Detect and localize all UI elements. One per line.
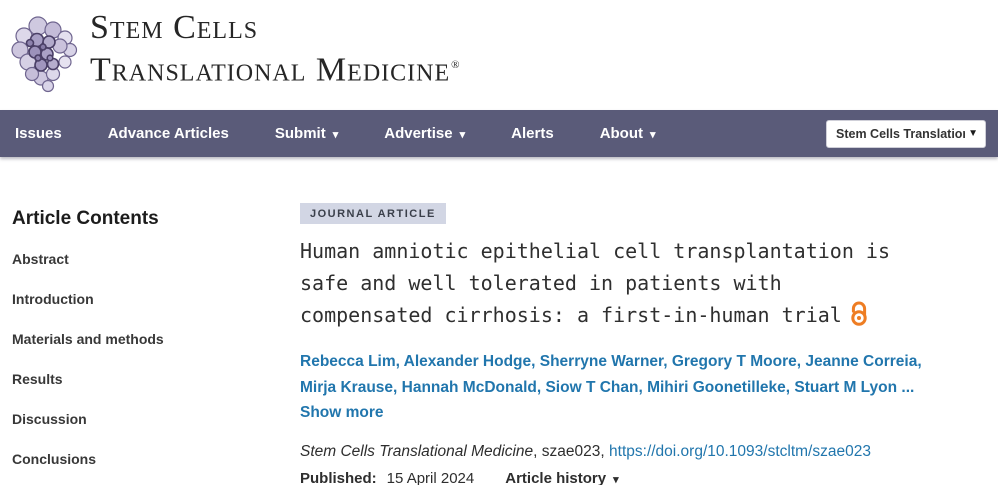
- citation-journal-name: Stem Cells Translational Medicine: [300, 443, 534, 460]
- nav-items: Issues Advance Articles Submit ▾ Advertise ▾ A…: [15, 125, 702, 143]
- chevron-down-icon: ▾: [459, 128, 466, 141]
- toc-link-abstract[interactable]: Abstract: [12, 251, 69, 267]
- show-more-link[interactable]: Show more: [300, 404, 384, 421]
- toc-item: Results: [12, 371, 290, 389]
- journal-logo-text: Stem Cells Translational Medicine®: [90, 10, 461, 89]
- nav-link-about[interactable]: About ▾: [599, 124, 656, 142]
- logo-line1: Stem Cells: [90, 9, 259, 46]
- chevron-down-icon: ▼: [968, 128, 978, 139]
- nav-item-about: About ▾: [600, 125, 656, 143]
- published-row: Published: 15 April 2024 Article history…: [300, 470, 998, 485]
- nav-item-advance-articles: Advance Articles: [108, 125, 229, 143]
- registered-mark: ®: [451, 59, 461, 71]
- open-access-icon: [848, 300, 870, 336]
- nav-link-advertise[interactable]: Advertise ▾: [384, 124, 466, 142]
- journal-select-dropdown[interactable]: Stem Cells Translational M ▼: [826, 119, 986, 148]
- chevron-down-icon: ▾: [332, 128, 339, 141]
- toc-item: Abstract: [12, 251, 290, 269]
- article-contents-sidebar: Article Contents Abstract Introduction Mat…: [0, 157, 300, 485]
- citation-line: Stem Cells Translational Medicine, szae0…: [300, 443, 871, 460]
- primary-navbar: Issues Advance Articles Submit ▾ Advertise ▾ A…: [0, 110, 998, 157]
- article-contents-title: Article Contents: [12, 208, 159, 229]
- nav-item-submit: Submit ▾: [275, 125, 338, 143]
- article-header: JOURNAL ARTICLE Human amniotic epithelia…: [300, 157, 998, 485]
- toc-link-conclusions[interactable]: Conclusions: [12, 451, 97, 467]
- nav-link-advance-articles[interactable]: Advance Articles: [107, 124, 229, 142]
- published-label: Published:: [300, 470, 377, 485]
- article-title: Human amniotic epithelial cell transplan…: [300, 235, 914, 336]
- content-area: Article Contents Abstract Introduction Mat…: [0, 157, 998, 485]
- author-list[interactable]: Rebecca Lim, Alexander Hodge, Sherryne W…: [300, 349, 922, 401]
- journal-logo-link[interactable]: Stem Cells Translational Medicine®: [0, 0, 461, 96]
- nav-link-issues[interactable]: Issues: [15, 124, 62, 142]
- nav-item-advertise: Advertise ▾: [384, 125, 465, 143]
- toc-item: Materials and methods: [12, 331, 290, 349]
- nav-link-submit[interactable]: Submit ▾: [274, 124, 339, 142]
- article-contents-list: Abstract Introduction Materials and method…: [12, 251, 290, 485]
- stem-cells-cluster-icon: [11, 16, 78, 93]
- nav-item-alerts: Alerts: [511, 125, 554, 143]
- toc-item: Conclusions: [12, 451, 290, 469]
- nav-link-alerts[interactable]: Alerts: [511, 124, 554, 142]
- toc-link-materials-and-methods[interactable]: Materials and methods: [12, 331, 164, 347]
- journal-select-value: Stem Cells Translational M: [836, 126, 965, 141]
- toc-link-introduction[interactable]: Introduction: [12, 291, 94, 307]
- nav-item-issues: Issues: [15, 125, 62, 143]
- toc-item: Discussion: [12, 411, 290, 429]
- article-history-link[interactable]: Article history ▾: [505, 470, 619, 485]
- logo-line2: Translational Medicine®: [90, 51, 461, 89]
- citation-article-id: szae023: [541, 443, 601, 460]
- chevron-down-icon: ▾: [650, 128, 656, 141]
- chevron-down-icon: ▾: [613, 474, 619, 485]
- author-links[interactable]: Rebecca Lim, Alexander Hodge, Sherryne W…: [300, 353, 922, 396]
- toc-item: Introduction: [12, 291, 290, 309]
- journal-article-badge: JOURNAL ARTICLE: [300, 203, 446, 224]
- doi-link[interactable]: https://doi.org/10.1093/stcltm/szae023: [609, 443, 871, 460]
- published-date: 15 April 2024: [386, 470, 475, 485]
- toc-link-results[interactable]: Results: [12, 371, 63, 387]
- toc-link-discussion[interactable]: Discussion: [12, 411, 87, 427]
- masthead: Stem Cells Translational Medicine®: [0, 0, 998, 110]
